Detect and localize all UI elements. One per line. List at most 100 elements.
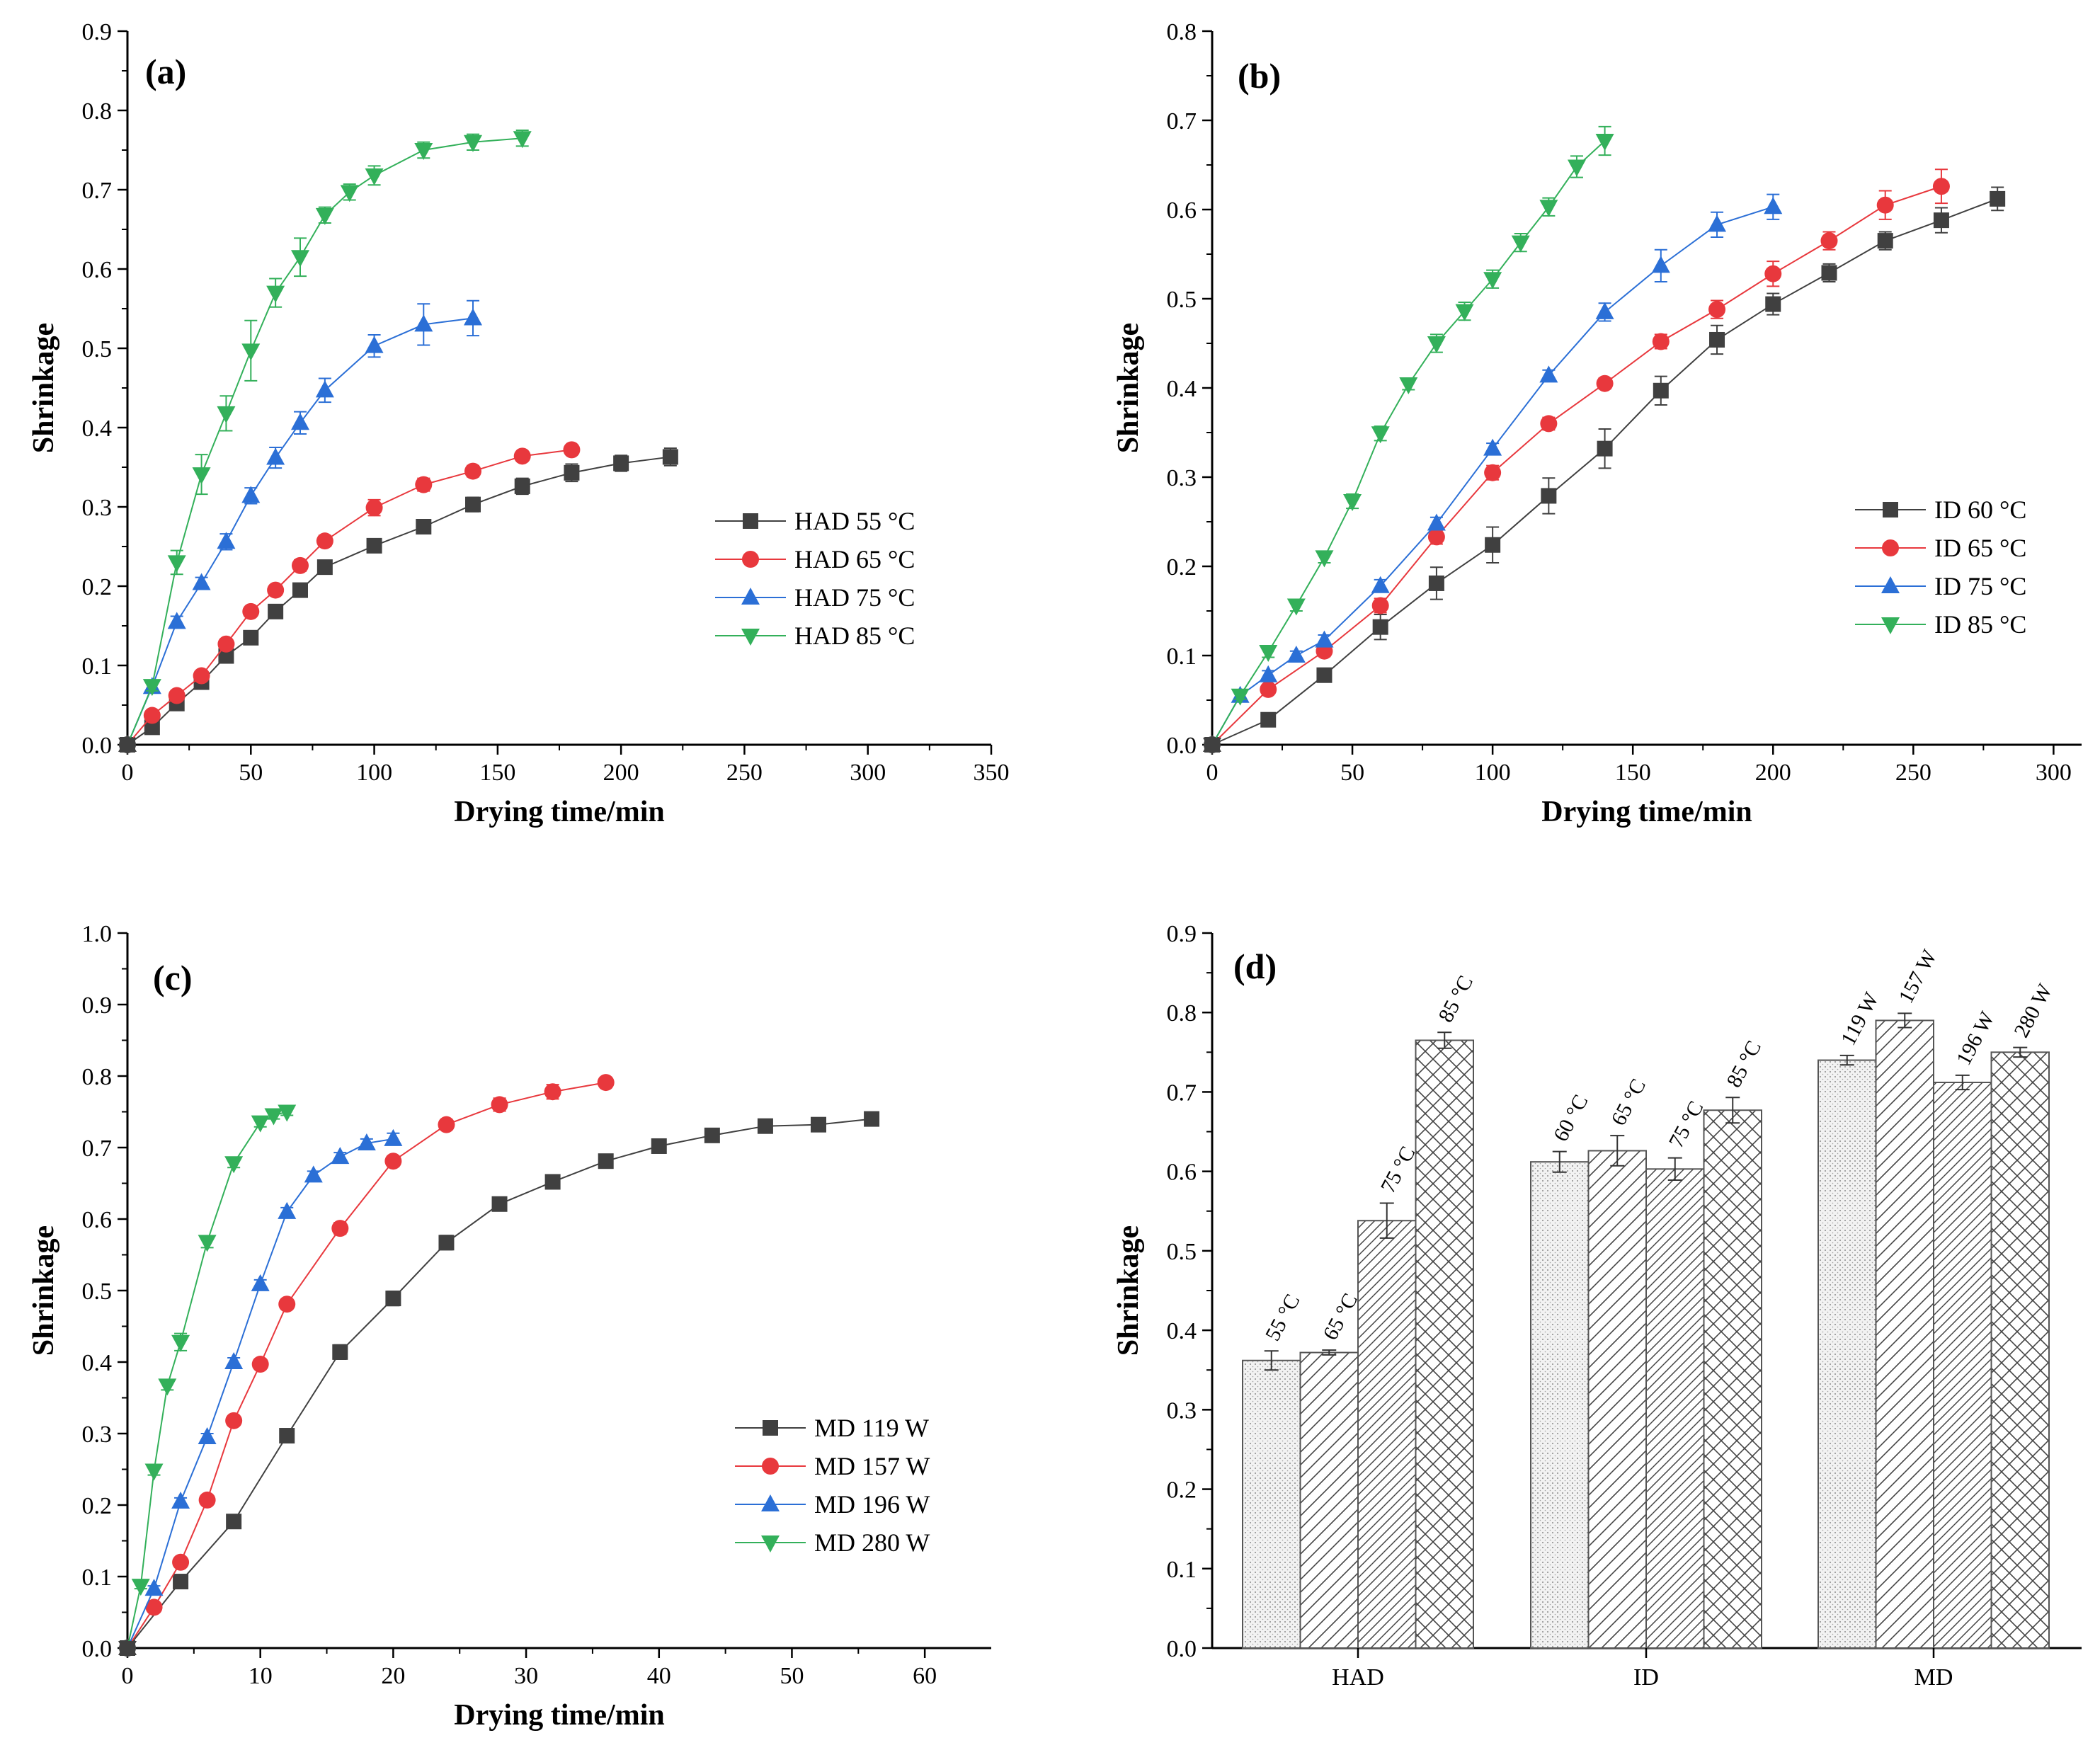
y-tick-label: 0.6 [82,257,113,283]
data-point [1259,665,1278,682]
data-point [1399,377,1418,394]
data-point [251,1115,270,1133]
y-tick-label: 0.8 [1167,1000,1197,1026]
y-tick-label: 0.3 [1167,1397,1197,1424]
data-point [1932,178,1950,195]
panel-d-bar-chart: 0.0 0.1 0.2 0.3 0.4 0.5 0.6 0.7 0.8 0.9 Shrinkage (… [1112,921,2082,1691]
bar-label: 157 W [1894,946,1941,1007]
data-point [167,555,186,573]
data-point [168,687,186,704]
data-point [564,464,580,481]
bar [1299,1351,1359,1649]
y-tick-label: 0.1 [1167,1557,1197,1583]
bar [1415,1039,1474,1649]
y-tick-label: 0.3 [82,495,113,521]
data-point [1371,576,1390,593]
y-tick-label: 0.8 [82,1064,113,1090]
legend-marker [1881,576,1900,593]
bar [1242,1359,1301,1649]
x-axis-title: Drying time/min [454,1699,664,1732]
data-point [198,1235,217,1252]
data-point [366,537,382,554]
data-point [278,1296,296,1313]
y-tick-label: 0.6 [1167,198,1197,224]
x-tick-label: 30 [514,1663,538,1689]
series-line [127,1082,606,1649]
bar-label: 85 °C [1434,972,1478,1026]
x-tick-label: 50 [1340,760,1364,786]
data-point [315,207,334,225]
data-point [757,1118,773,1134]
data-point [1260,711,1277,728]
data-point [266,447,285,465]
data-point [331,1147,350,1165]
data-point [651,1138,667,1154]
series-1 [120,1111,880,1656]
data-point [171,1334,190,1352]
data-point [332,1344,348,1360]
legend-label: MD 157 W [814,1452,930,1480]
data-point [224,1156,244,1174]
data-point [118,738,137,755]
x-tick-label: 100 [1475,760,1511,786]
x-category-label: MD [1914,1664,1953,1691]
bar-label: 75 °C [1665,1097,1708,1152]
data-point [242,602,260,620]
y-tick-label: 0.4 [82,416,113,442]
data-point [1539,365,1558,383]
series-4 [118,1104,297,1658]
data-point [192,573,211,590]
data-point [144,719,160,736]
x-axis-title: Drying time/min [1541,796,1752,828]
data-point [365,168,384,185]
series-line [1211,198,1998,745]
data-point [278,1201,297,1219]
y-tick-label: 0.1 [82,653,113,680]
data-point [864,1111,880,1127]
data-point [316,532,333,550]
data-point [241,486,261,503]
x-tick-label: 10 [249,1663,273,1689]
data-point [414,314,433,332]
data-point [217,406,236,423]
series-2 [119,441,581,753]
series-line [1211,185,1942,745]
data-point [513,131,532,149]
data-point [1316,667,1333,683]
data-point [544,1083,561,1101]
x-tick-label: 150 [479,760,515,786]
data-point [225,1412,243,1429]
data-point [1315,630,1334,648]
x-tick-label: 250 [726,760,763,786]
data-point [597,1074,615,1092]
data-point [291,413,309,430]
panel-label: (d) [1233,947,1277,986]
bar [1990,1051,2050,1649]
data-point [340,185,359,202]
data-point [1821,265,1837,281]
legend-marker [762,1458,779,1475]
data-point [1541,488,1557,504]
data-point [662,449,678,465]
legend-label: MD 196 W [814,1490,930,1519]
legend-label: ID 60 °C [1934,496,2026,524]
series-2 [119,1074,615,1657]
y-axis-title: Shrinkage [1112,323,1145,453]
x-category-label: HAD [1332,1664,1384,1691]
y-tick-label: 0.5 [1167,287,1197,313]
data-point [1260,680,1277,698]
data-point [1343,494,1362,512]
data-point [1427,336,1446,353]
data-point [365,499,383,517]
data-point [1539,200,1558,217]
panel-b-line-chart: 0.0 0.1 0.2 0.3 0.4 0.5 0.6 0.7 0.8 0 50 100 150 200 2… [1112,19,2082,828]
y-tick-label: 0.0 [82,1636,113,1662]
bar-group-ID: 60 °C 65 °C 75 °C 85 °C [1530,1037,1766,1649]
data-point [491,1096,508,1114]
data-point [1484,464,1502,481]
bar [1530,1161,1590,1649]
data-point [142,679,161,697]
legend-marker [741,629,760,646]
data-point [291,250,309,268]
legend-marker [763,1420,778,1436]
